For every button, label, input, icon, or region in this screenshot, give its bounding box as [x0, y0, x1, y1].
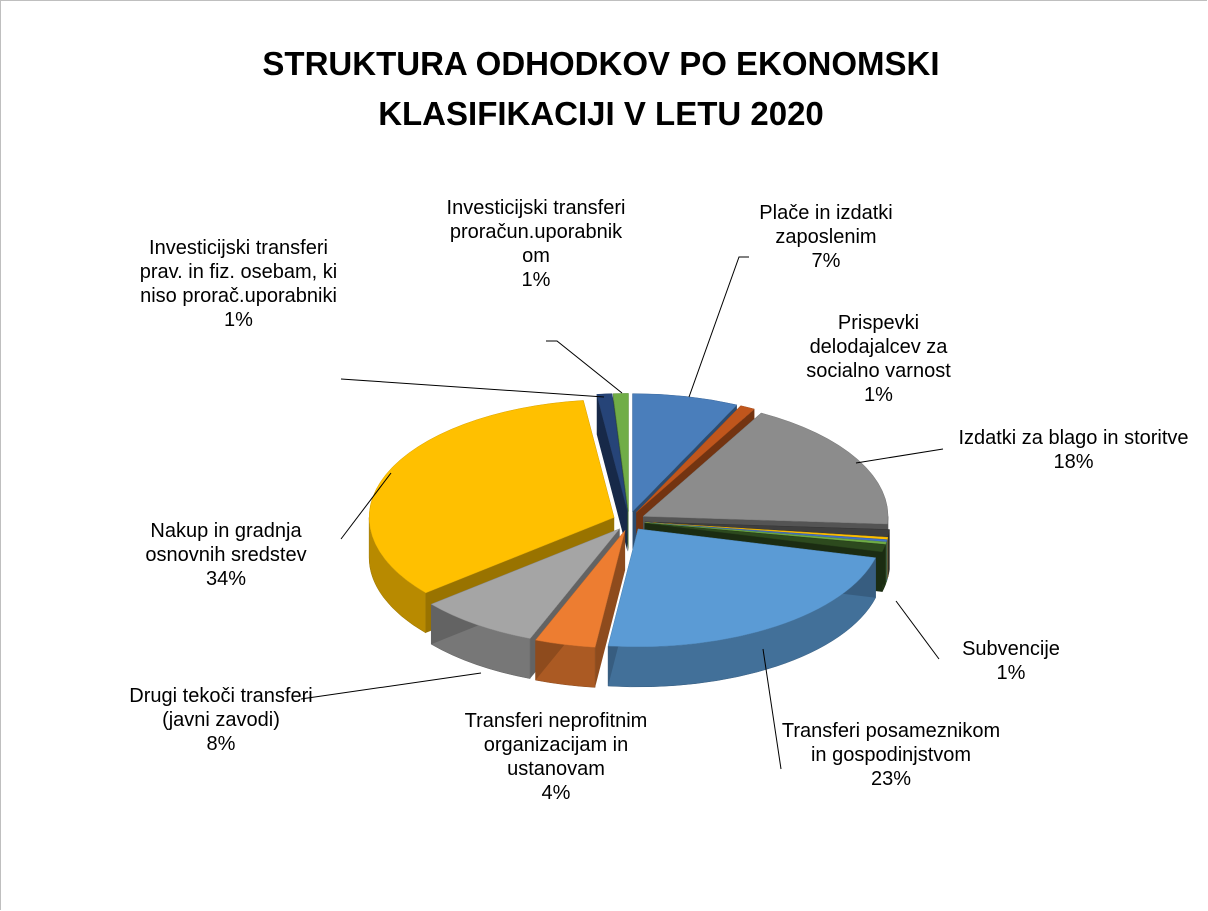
slice	[642, 412, 889, 525]
slice	[644, 522, 886, 553]
slice-label: Investicijski transferi prav. in fiz. os…	[131, 236, 346, 332]
value-label: 34%	[205, 568, 247, 590]
slice	[636, 405, 755, 513]
slice-label: Transferi neprofitnim organizacijam in u…	[456, 709, 656, 805]
category-label: Drugi tekoči transferi (javni zavodi)	[129, 685, 313, 731]
category-label: Investicijski transferi prav. in fiz. os…	[139, 237, 338, 307]
slice-label: Nakup in gradnja osnovnih sredstev 34%	[111, 519, 341, 591]
category-label: Nakup in gradnja osnovnih sredstev	[145, 520, 307, 566]
slice	[612, 393, 629, 512]
category-label: Subvencije	[962, 638, 1060, 660]
category-label: Plače in izdatki zaposlenim	[759, 202, 893, 248]
slice	[535, 530, 626, 648]
category-label: Transferi neprofitnim organizacijam in u…	[464, 710, 648, 780]
category-label: Investicijski transferi proračun.uporabn…	[446, 197, 626, 267]
category-label: Transferi posameznikom in gospodinjstvom	[781, 720, 1001, 766]
category-label: Prispevki delodajalcev za socialno varno…	[806, 312, 951, 382]
leader-line	[300, 672, 482, 700]
slice-label: Drugi tekoči transferi (javni zavodi) 8%	[126, 684, 316, 756]
chart-title: STRUKTURA ODHODKOV PO EKONOMSKI KLASIFIK…	[262, 45, 940, 132]
value-label: 1%	[996, 662, 1026, 684]
leader-line	[340, 378, 605, 398]
leader-line	[546, 340, 623, 394]
leader-line	[688, 256, 749, 398]
leader-line	[340, 472, 392, 540]
slice	[644, 521, 890, 538]
slice-label: Subvencije 1%	[936, 637, 1086, 685]
value-label: 1%	[224, 309, 253, 331]
slice	[632, 393, 738, 513]
slice-label: Transferi posameznikom in gospodinjstvom…	[781, 719, 1001, 791]
value-label: 4%	[541, 782, 571, 804]
slice-label: Izdatki za blago in storitve 18%	[936, 426, 1207, 474]
slice-label: Prispevki delodajalcev za socialno varno…	[791, 311, 966, 407]
value-label: 8%	[206, 733, 236, 755]
value-label: 18%	[1053, 451, 1094, 473]
leader-line	[855, 448, 944, 464]
leader-line	[762, 648, 782, 770]
value-label: 23%	[870, 768, 912, 790]
value-label: 1%	[521, 269, 551, 291]
value-label: 1%	[864, 384, 893, 406]
slice	[368, 400, 615, 594]
leader-line	[895, 600, 940, 660]
slice	[644, 522, 887, 545]
category-label: Izdatki za blago in storitve	[958, 427, 1189, 449]
slice	[607, 528, 877, 648]
value-label: 7%	[811, 250, 841, 272]
slice	[430, 528, 621, 639]
slice	[596, 393, 628, 512]
slice-label: Plače in izdatki zaposlenim 7%	[736, 201, 916, 273]
slice-label: Investicijski transferi proračun.uporabn…	[446, 196, 626, 292]
slice-face	[596, 394, 628, 552]
